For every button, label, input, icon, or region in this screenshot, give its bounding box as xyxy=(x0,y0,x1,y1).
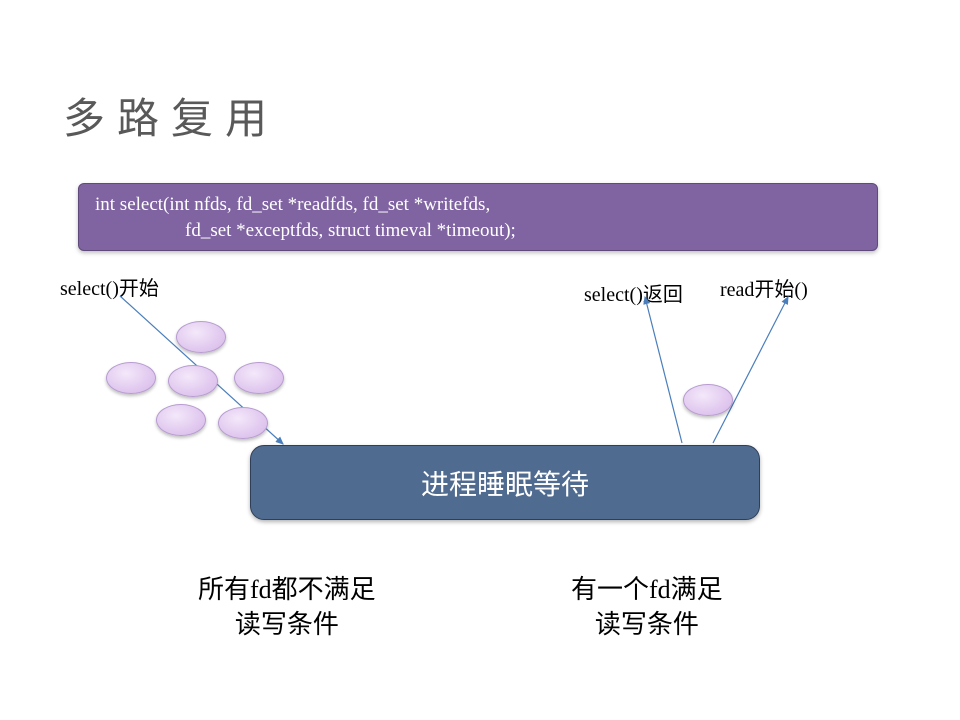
caption-right: 有一个fd满足 读写条件 xyxy=(571,572,723,642)
caption-right-line1: 有一个fd满足 xyxy=(571,572,723,607)
code-line-2: fd_set *exceptfds, struct timeval *timeo… xyxy=(95,218,861,244)
code-signature-box: int select(int nfds, fd_set *readfds, fd… xyxy=(78,183,878,251)
label-select-return: select()返回 xyxy=(584,278,683,307)
caption-right-line2: 读写条件 xyxy=(571,607,723,642)
fd-blob-1 xyxy=(106,362,156,394)
fd-blob-5 xyxy=(218,407,268,439)
label-read-start: read开始() xyxy=(720,273,808,302)
fd-blob-2 xyxy=(168,365,218,397)
fd-blob-4 xyxy=(156,404,206,436)
slide-title: 多路复用 xyxy=(63,85,279,146)
caption-left: 所有fd都不满足 读写条件 xyxy=(198,572,376,642)
code-line-1: int select(int nfds, fd_set *readfds, fd… xyxy=(95,192,861,218)
arrow-1 xyxy=(645,297,682,443)
fd-blob-3 xyxy=(234,362,284,394)
fd-blob-0 xyxy=(176,321,226,353)
sleep-wait-box: 进程睡眠等待 xyxy=(250,445,760,520)
label-select-start: select()开始 xyxy=(60,272,159,301)
arrow-2 xyxy=(713,297,788,443)
caption-left-line2: 读写条件 xyxy=(198,607,376,642)
caption-left-line1: 所有fd都不满足 xyxy=(198,572,376,607)
fd-blob-6 xyxy=(683,384,733,416)
